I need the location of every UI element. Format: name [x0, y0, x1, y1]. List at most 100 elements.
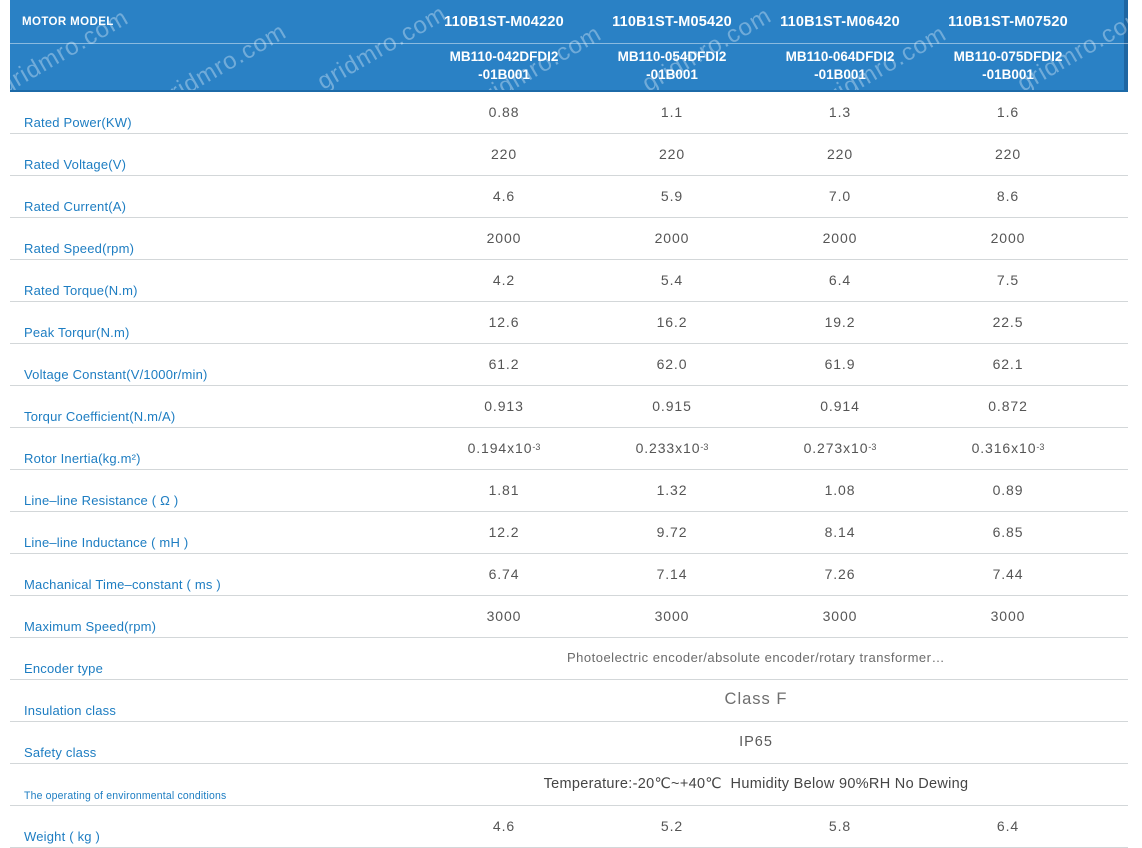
merged-value: Class F [724, 690, 788, 708]
cell-value: 2000 [990, 229, 1026, 246]
cell-value: 12.6 [488, 313, 520, 330]
cell-value: 5.2 [660, 817, 684, 834]
column-part-1: MB110-042DFDI2 -01B001 [449, 49, 559, 82]
spec-table: gridmro.com gridmro.com gridmro.com grid… [10, 0, 1128, 848]
cell-value: 5.4 [660, 271, 684, 288]
column-model-3: 110B1ST-M06420 [780, 13, 900, 30]
column-part-2: MB110-054DFDI2 -01B001 [617, 49, 727, 82]
row-label: Rated Current(A) [24, 199, 127, 214]
row-label: Safety class [24, 745, 97, 760]
cell-value: 4.6 [492, 817, 516, 834]
merged-value: Temperature:-20℃~+40℃ Humidity Below 90%… [543, 775, 969, 792]
row-label: Rated Power(KW) [24, 115, 132, 130]
table-row-encoder-type: Encoder type Photoelectric encoder/absol… [10, 638, 1128, 680]
cell-value: 22.5 [992, 313, 1024, 330]
cell-value: 1.81 [488, 481, 520, 498]
cell-value: 4.6 [492, 187, 516, 204]
row-label: Encoder type [24, 661, 104, 676]
cell-value: 0.194x10 -3 [467, 439, 541, 456]
cell-value: 62.0 [656, 355, 688, 372]
table-row-line-resistance: Line–line Resistance ( Ω ) 1.81 1.32 1.0… [10, 470, 1128, 512]
table-row-rated-torque: Rated Torque(N.m) 4.2 5.4 6.4 7.5 [10, 260, 1128, 302]
cell-value: 220 [658, 145, 686, 162]
row-label: Line–line Inductance ( mH ) [24, 535, 189, 550]
table-row-rated-speed: Rated Speed(rpm) 2000 2000 2000 2000 [10, 218, 1128, 260]
cell-value: 8.14 [824, 523, 856, 540]
row-label: Rated Speed(rpm) [24, 241, 135, 256]
cell-value: 3000 [486, 607, 522, 624]
cell-value: 7.26 [824, 565, 856, 582]
cell-value: 7.0 [828, 187, 852, 204]
table-row-rated-voltage: Rated Voltage(V) 220 220 220 220 [10, 134, 1128, 176]
cell-value: 6.74 [488, 565, 520, 582]
cell-value: 61.9 [824, 355, 856, 372]
cell-value: 7.14 [656, 565, 688, 582]
row-label: The operating of environmental condition… [24, 790, 227, 802]
cell-value: 220 [826, 145, 854, 162]
table-row-weight: Weight ( kg ) 4.6 5.2 5.8 6.4 [10, 806, 1128, 848]
row-label: Line–line Resistance ( Ω ) [24, 493, 179, 508]
cell-value: 6.85 [992, 523, 1024, 540]
merged-value: Photoelectric encoder/absolute encoder/r… [566, 650, 945, 665]
table-row-insulation-class: Insulation class Class F [10, 680, 1128, 722]
cell-value: 9.72 [656, 523, 688, 540]
column-model-2: 110B1ST-M05420 [612, 13, 732, 30]
cell-value: 8.6 [996, 187, 1020, 204]
row-label: Peak Torqur(N.m) [24, 325, 130, 340]
table-row-safety-class: Safety class IP65 [10, 722, 1128, 764]
cell-value: 220 [994, 145, 1022, 162]
cell-value: 220 [490, 145, 518, 162]
cell-value: 6.4 [996, 817, 1020, 834]
cell-value: 1.1 [660, 103, 684, 120]
row-label: Insulation class [24, 703, 117, 718]
cell-value: 3000 [822, 607, 858, 624]
cell-value: 1.32 [656, 481, 688, 498]
table-row-rotor-inertia: Rotor Inertia(kg.m²) 0.194x10 -3 0.233x10… [10, 428, 1128, 470]
cell-value: 0.233x10 -3 [635, 439, 709, 456]
cell-value: 0.914 [820, 397, 860, 414]
row-label: Rated Torque(N.m) [24, 283, 138, 298]
row-label: Maximum Speed(rpm) [24, 619, 157, 634]
cell-value: 61.2 [488, 355, 520, 372]
cell-value: 5.8 [828, 817, 852, 834]
merged-value: IP65 [739, 733, 773, 750]
cell-value: 7.44 [992, 565, 1024, 582]
table-header: gridmro.com gridmro.com gridmro.com grid… [10, 0, 1128, 92]
table-row-environmental-conditions: The operating of environmental condition… [10, 764, 1128, 806]
table-row-peak-torque: Peak Torqur(N.m) 12.6 16.2 19.2 22.5 [10, 302, 1128, 344]
cell-value: 1.08 [824, 481, 856, 498]
cell-value: 0.273x10 -3 [803, 439, 877, 456]
cell-value: 7.5 [996, 271, 1020, 288]
cell-value: 2000 [486, 229, 522, 246]
cell-value: 1.6 [996, 103, 1020, 120]
cell-value: 0.89 [992, 481, 1024, 498]
row-label: Torqur Coefficient(N.m/A) [24, 409, 176, 424]
row-label: Rated Voltage(V) [24, 157, 127, 172]
table-row-torque-coefficient: Torqur Coefficient(N.m/A) 0.913 0.915 0.… [10, 386, 1128, 428]
cell-value: 0.316x10 -3 [971, 439, 1045, 456]
cell-value: 1.3 [828, 103, 852, 120]
table-row-maximum-speed: Maximum Speed(rpm) 3000 3000 3000 3000 [10, 596, 1128, 638]
cell-value: 6.4 [828, 271, 852, 288]
row-label: Weight ( kg ) [24, 829, 101, 844]
table-row-rated-power: Rated Power(KW) 0.88 1.1 1.3 1.6 [10, 92, 1128, 134]
row-label: Voltage Constant(V/1000r/min) [24, 367, 208, 382]
column-part-3: MB110-064DFDI2 -01B001 [785, 49, 895, 82]
cell-value: 19.2 [824, 313, 856, 330]
cell-value: 3000 [990, 607, 1026, 624]
cell-value: 5.9 [660, 187, 684, 204]
header-title: MOTOR MODEL [22, 15, 114, 28]
column-model-4: 110B1ST-M07520 [948, 13, 1068, 30]
column-part-4: MB110-075DFDI2 -01B001 [953, 49, 1063, 82]
cell-value: 0.872 [988, 397, 1028, 414]
table-row-voltage-constant: Voltage Constant(V/1000r/min) 61.2 62.0 … [10, 344, 1128, 386]
table-row-mechanical-time-constant: Machanical Time–constant ( ms ) 6.74 7.1… [10, 554, 1128, 596]
cell-value: 4.2 [492, 271, 516, 288]
row-label: Machanical Time–constant ( ms ) [24, 577, 221, 592]
cell-value: 2000 [654, 229, 690, 246]
cell-value: 0.913 [484, 397, 524, 414]
cell-value: 16.2 [656, 313, 688, 330]
cell-value: 2000 [822, 229, 858, 246]
table-row-rated-current: Rated Current(A) 4.6 5.9 7.0 8.6 [10, 176, 1128, 218]
table-row-line-inductance: Line–line Inductance ( mH ) 12.2 9.72 8.… [10, 512, 1128, 554]
